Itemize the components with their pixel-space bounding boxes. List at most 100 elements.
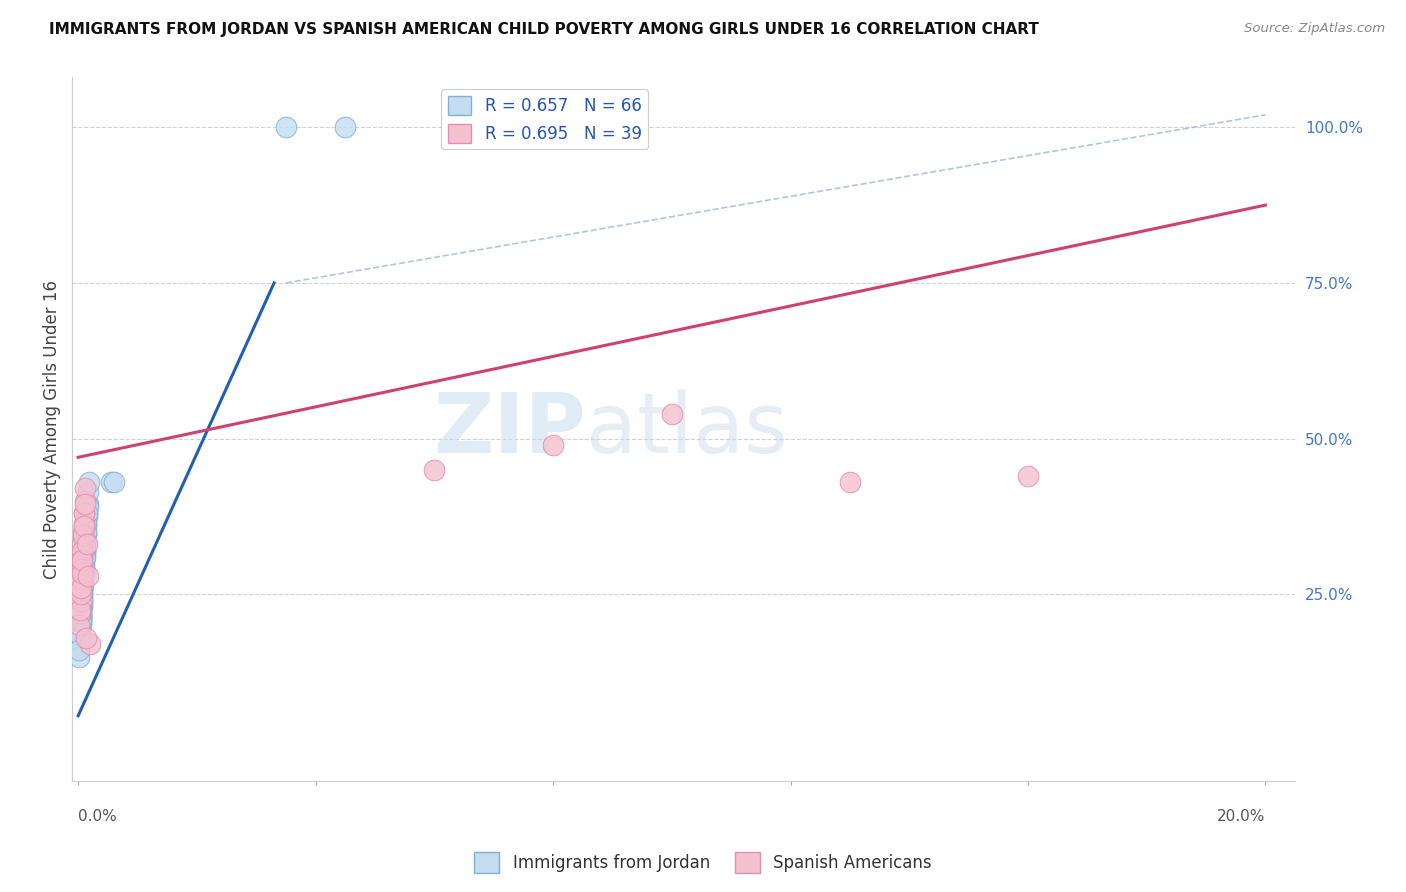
Point xyxy=(69,606,91,620)
Point xyxy=(76,497,98,511)
Point xyxy=(72,549,94,564)
Point xyxy=(67,640,90,655)
Point xyxy=(72,572,94,586)
Point xyxy=(73,543,96,558)
Point xyxy=(75,541,97,555)
Point xyxy=(75,482,97,496)
Point xyxy=(72,574,94,589)
Point xyxy=(73,494,96,508)
Text: 20.0%: 20.0% xyxy=(1218,809,1265,824)
Text: 0.0%: 0.0% xyxy=(79,809,117,824)
Point xyxy=(69,609,91,624)
Point xyxy=(69,593,91,607)
Point xyxy=(70,603,93,617)
Point xyxy=(70,612,93,626)
Point xyxy=(72,562,94,576)
Point xyxy=(76,516,98,530)
Point xyxy=(75,524,97,539)
Point xyxy=(70,606,93,620)
Y-axis label: Child Poverty Among Girls Under 16: Child Poverty Among Girls Under 16 xyxy=(44,280,60,579)
Point xyxy=(72,587,94,601)
Point xyxy=(76,568,98,582)
Point xyxy=(274,120,297,135)
Point xyxy=(72,581,94,595)
Point xyxy=(73,547,96,561)
Point xyxy=(423,463,446,477)
Point xyxy=(75,534,97,549)
Point xyxy=(70,593,93,607)
Point xyxy=(70,574,93,589)
Point xyxy=(69,612,91,626)
Point xyxy=(69,587,91,601)
Point xyxy=(70,593,93,607)
Point xyxy=(75,534,97,549)
Point xyxy=(72,553,94,567)
Point xyxy=(72,572,94,586)
Point xyxy=(75,631,97,645)
Point xyxy=(75,524,97,539)
Point xyxy=(72,578,94,592)
Point xyxy=(838,475,860,490)
Point xyxy=(73,507,96,521)
Point xyxy=(69,618,91,632)
Point xyxy=(1017,469,1039,483)
Point xyxy=(76,509,98,524)
Text: IMMIGRANTS FROM JORDAN VS SPANISH AMERICAN CHILD POVERTY AMONG GIRLS UNDER 16 CO: IMMIGRANTS FROM JORDAN VS SPANISH AMERIC… xyxy=(49,22,1039,37)
Point xyxy=(69,622,91,636)
Point xyxy=(72,584,94,599)
Point xyxy=(77,484,100,499)
Point xyxy=(69,631,91,645)
Point xyxy=(70,581,93,595)
Text: atlas: atlas xyxy=(586,389,787,470)
Point xyxy=(69,603,91,617)
Point xyxy=(335,120,357,135)
Point xyxy=(100,475,122,490)
Point xyxy=(76,537,98,551)
Point xyxy=(76,516,98,530)
Point xyxy=(69,615,91,630)
Point xyxy=(69,612,91,626)
Point xyxy=(72,543,94,558)
Point xyxy=(72,531,94,545)
Point xyxy=(73,507,96,521)
Point xyxy=(70,599,93,614)
Point xyxy=(67,637,90,651)
Point xyxy=(72,584,94,599)
Legend: Immigrants from Jordan, Spanish Americans: Immigrants from Jordan, Spanish American… xyxy=(468,846,938,880)
Point xyxy=(70,562,93,576)
Point xyxy=(69,624,91,639)
Point xyxy=(72,518,94,533)
Point xyxy=(73,543,96,558)
Point xyxy=(70,609,93,624)
Point xyxy=(67,643,90,657)
Point xyxy=(70,591,93,605)
Point xyxy=(76,500,98,515)
Point xyxy=(70,562,93,576)
Point xyxy=(73,497,96,511)
Point xyxy=(70,559,93,574)
Point xyxy=(70,581,93,595)
Legend: R = 0.657   N = 66, R = 0.695   N = 39: R = 0.657 N = 66, R = 0.695 N = 39 xyxy=(441,89,648,150)
Point xyxy=(70,556,93,570)
Point xyxy=(72,528,94,542)
Point xyxy=(103,475,125,490)
Point xyxy=(72,562,94,576)
Point xyxy=(76,507,98,521)
Point xyxy=(69,628,91,642)
Point xyxy=(70,566,93,580)
Point xyxy=(72,566,94,580)
Point xyxy=(75,537,97,551)
Point xyxy=(79,637,101,651)
Point xyxy=(73,559,96,574)
Point xyxy=(69,615,91,630)
Point xyxy=(72,537,94,551)
Point xyxy=(73,549,96,564)
Point xyxy=(541,438,564,452)
Point xyxy=(67,649,90,664)
Point xyxy=(70,572,93,586)
Point xyxy=(73,553,96,567)
Point xyxy=(72,524,94,539)
Text: Source: ZipAtlas.com: Source: ZipAtlas.com xyxy=(1244,22,1385,36)
Point xyxy=(72,518,94,533)
Point xyxy=(73,553,96,567)
